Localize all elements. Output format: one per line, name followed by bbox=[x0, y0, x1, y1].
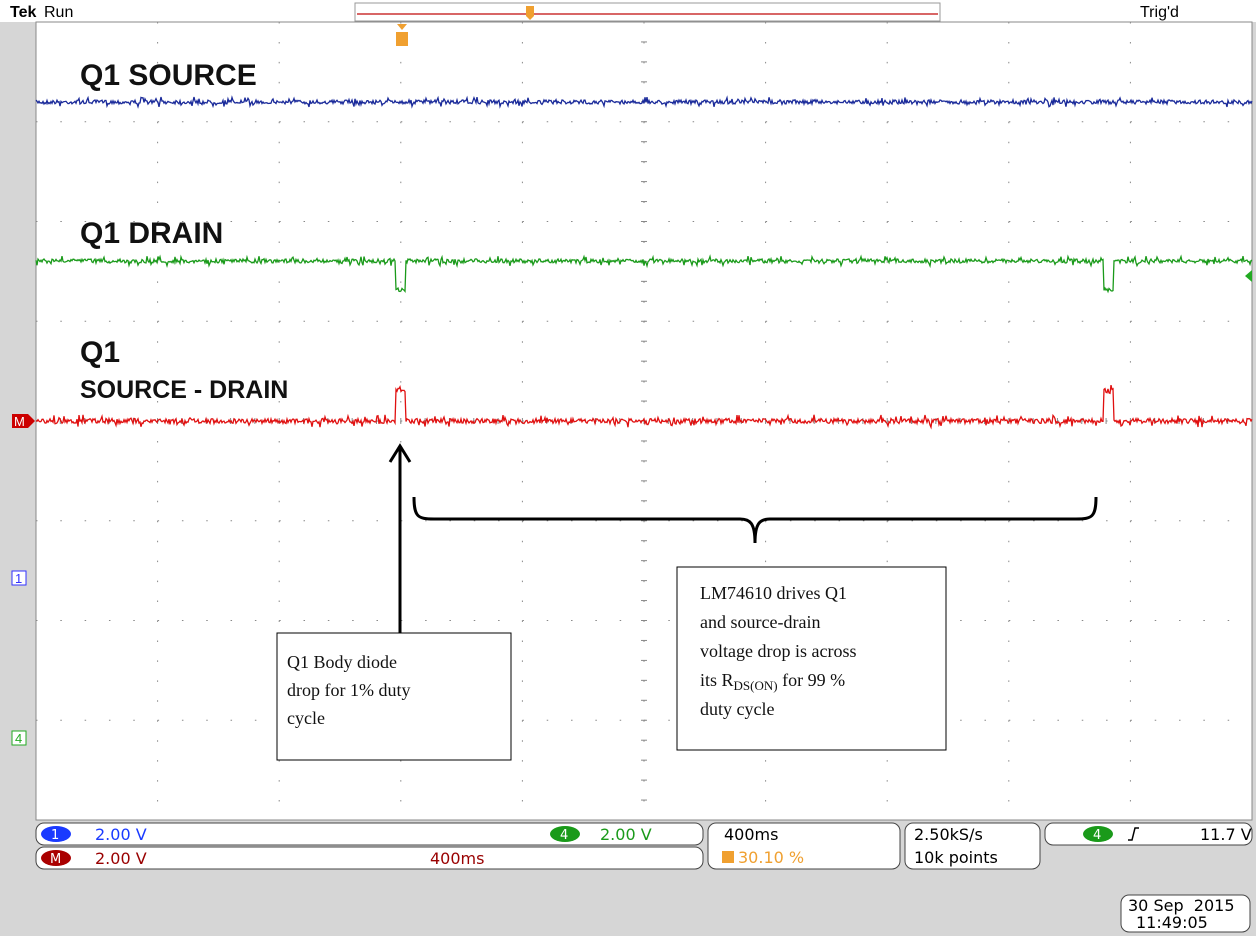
traces bbox=[35, 95, 1253, 430]
annotation-text: duty cycle bbox=[700, 699, 774, 719]
trigger-flag bbox=[526, 6, 534, 20]
trace-label: Q1 bbox=[80, 336, 120, 369]
ch4-scale: 2.00 V bbox=[600, 825, 652, 844]
level-marker bbox=[1245, 270, 1252, 282]
math-scale: 2.00 V bbox=[95, 849, 147, 868]
annotation-text: LM74610 drives Q1 bbox=[700, 583, 847, 603]
trace-label: SOURCE - DRAIN bbox=[80, 376, 288, 404]
annotation: Q1 Body diode drop for 1% duty cycle bbox=[276, 443, 512, 761]
channel-badge bbox=[550, 826, 580, 842]
trigger-level: 11.7 V bbox=[1200, 825, 1252, 844]
channel-badge bbox=[1083, 826, 1113, 842]
status-box bbox=[904, 822, 1041, 870]
math-time: 400ms bbox=[430, 849, 484, 868]
annotation-text: its RDS(ON) for 99 % bbox=[700, 670, 845, 693]
waveform bbox=[35, 254, 1253, 294]
annotation-text: cycle bbox=[287, 708, 325, 728]
date: 30 Sep 2015 bbox=[1128, 896, 1235, 915]
channel-badge bbox=[41, 826, 71, 842]
marker bbox=[11, 570, 27, 586]
status-box bbox=[1120, 894, 1251, 933]
annotation-box bbox=[276, 632, 512, 761]
annotation-text: Q1 Body diode bbox=[287, 652, 397, 672]
annotation-text: voltage drop is across bbox=[700, 641, 856, 661]
run-status: Run bbox=[44, 4, 73, 21]
status-box bbox=[35, 846, 704, 870]
badge-label: M bbox=[50, 852, 61, 867]
text: for 99 % bbox=[778, 670, 845, 690]
record-view bbox=[354, 2, 941, 22]
status-box bbox=[707, 822, 901, 870]
marker bbox=[12, 414, 28, 428]
trace-label: Q1 SOURCE bbox=[80, 59, 257, 92]
marker-label: M bbox=[14, 414, 25, 429]
subscript: DS(ON) bbox=[734, 678, 778, 693]
trigger-icon bbox=[722, 851, 734, 863]
arrow bbox=[388, 443, 412, 640]
channel-badge bbox=[41, 850, 71, 866]
trigger-status: Trig'd bbox=[1140, 4, 1179, 21]
annotation-text: and source-drain bbox=[700, 612, 820, 632]
text: its R bbox=[700, 670, 734, 690]
waveform bbox=[35, 95, 1253, 109]
annotation-box bbox=[676, 566, 947, 751]
trigger-position-marker bbox=[396, 24, 408, 46]
timebase: 400ms bbox=[724, 825, 778, 844]
brace bbox=[412, 496, 1098, 544]
trace-label: Q1 DRAIN bbox=[80, 217, 223, 250]
edge-icon bbox=[1128, 827, 1139, 841]
brand: Tek bbox=[10, 4, 36, 21]
badge-label: 4 bbox=[1093, 828, 1101, 843]
time: 11:49:05 bbox=[1136, 913, 1208, 932]
badge-label: 4 bbox=[560, 828, 568, 843]
record-length: 10k points bbox=[914, 848, 998, 867]
ch1-scale: 2.00 V bbox=[95, 825, 147, 844]
status-box bbox=[35, 822, 704, 846]
marker-label: 1 bbox=[15, 571, 22, 586]
marker-arrow bbox=[28, 414, 35, 428]
sample-rate: 2.50kS/s bbox=[914, 825, 983, 844]
annotation-text: drop for 1% duty bbox=[287, 680, 410, 700]
trigger-position: 30.10 % bbox=[738, 848, 804, 867]
marker bbox=[11, 730, 27, 746]
waveform bbox=[35, 384, 1253, 430]
annotation: LM74610 drives Q1 and source-drain volta… bbox=[412, 496, 1098, 751]
marker-label: 4 bbox=[15, 731, 22, 746]
status-bar: 1 2.00 V 4 2.00 V M 2.00 V 400ms 400ms 3… bbox=[35, 822, 1253, 933]
channel-markers: M 1 4 bbox=[11, 270, 1252, 746]
badge-label: 1 bbox=[51, 828, 59, 843]
